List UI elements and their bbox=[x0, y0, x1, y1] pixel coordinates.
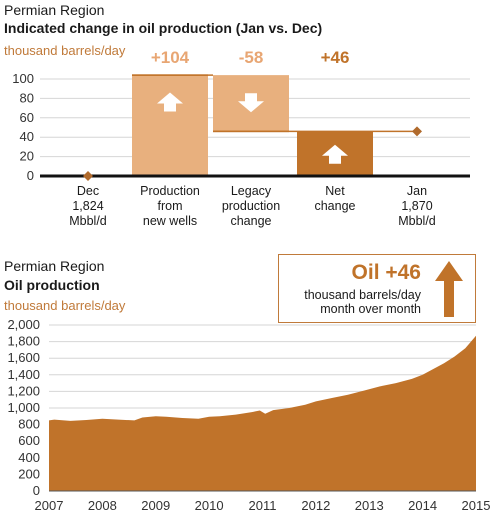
bottom-x-tick-label: 2014 bbox=[408, 498, 437, 513]
bottom-y-tick-label: 1,800 bbox=[7, 334, 40, 349]
bottom-y-tick-label: 1,200 bbox=[7, 383, 40, 398]
callout-line2: month over month bbox=[320, 302, 421, 316]
bottom-chart: Permian Region Oil production thousand b… bbox=[4, 258, 490, 513]
top-y-tick-label: 20 bbox=[20, 149, 34, 164]
bottom-x-tick-label: 2010 bbox=[195, 498, 224, 513]
arrow-down-icon bbox=[238, 93, 264, 113]
bottom-region-label: Permian Region bbox=[4, 258, 104, 274]
bottom-x-tick-label: 2015 bbox=[462, 498, 491, 513]
category-label: Legacy production change bbox=[222, 184, 280, 228]
bottom-x-tick-label: 2013 bbox=[355, 498, 384, 513]
callout-subtext: thousand barrels/day month over month bbox=[304, 288, 421, 316]
bottom-y-tick-label: 1,600 bbox=[7, 350, 40, 365]
bottom-x-tick-label: 2011 bbox=[249, 498, 277, 513]
category-label: Dec 1,824 Mbbl/d bbox=[69, 184, 107, 228]
top-region-label: Permian Region bbox=[4, 2, 104, 18]
bottom-x-tick-label: 2007 bbox=[35, 498, 64, 513]
top-y-tick-label: 100 bbox=[12, 71, 34, 86]
delta-label: +46 bbox=[321, 48, 350, 67]
bottom-y-tick-label: 0 bbox=[33, 483, 40, 498]
bottom-y-tick-label: 600 bbox=[18, 433, 40, 448]
bottom-y-tick-label: 2,000 bbox=[7, 317, 40, 332]
diamond-marker bbox=[83, 171, 93, 181]
top-y-tick-label: 60 bbox=[20, 110, 34, 125]
delta-label: +104 bbox=[151, 48, 190, 67]
category-label: Net change bbox=[314, 184, 355, 213]
top-y-tick-label: 0 bbox=[27, 168, 34, 183]
arrow-up-icon bbox=[435, 261, 463, 317]
top-bars: +104 -58 +46 bbox=[40, 48, 470, 181]
category-label: Jan 1,870 Mbbl/d bbox=[398, 184, 436, 228]
waterfall-bar bbox=[132, 75, 208, 176]
arrow-up-icon bbox=[157, 92, 183, 112]
bottom-x-tick-label: 2012 bbox=[301, 498, 330, 513]
bottom-x-axis: 2007 2008 2009 2010 2011 2012 2013 2014 2015 bbox=[35, 490, 491, 513]
arrow-up-icon bbox=[322, 144, 348, 164]
top-unit-label: thousand barrels/day bbox=[4, 43, 126, 58]
top-chart-title: Indicated change in oil production (Jan … bbox=[4, 20, 322, 36]
category-label: Production from new wells bbox=[140, 184, 200, 228]
bottom-y-tick-label: 400 bbox=[18, 450, 40, 465]
production-area bbox=[49, 335, 476, 491]
top-chart: Permian Region Indicated change in oil p… bbox=[4, 2, 470, 228]
top-y-tick-label: 80 bbox=[20, 90, 34, 105]
bottom-x-tick-label: 2009 bbox=[141, 498, 170, 513]
top-y-tick-label: 40 bbox=[20, 129, 34, 144]
delta-label: -58 bbox=[239, 48, 264, 67]
bottom-unit-label: thousand barrels/day bbox=[4, 298, 126, 313]
bottom-chart-title: Oil production bbox=[4, 277, 100, 293]
bottom-y-tick-label: 800 bbox=[18, 417, 40, 432]
top-x-axis: Dec 1,824 Mbbl/d Production from new wells Leg… bbox=[69, 184, 436, 228]
callout-line1: thousand barrels/day bbox=[304, 288, 421, 302]
callout-headline: Oil +46 bbox=[351, 261, 421, 284]
callout-box: Oil +46 thousand barrels/day month over … bbox=[278, 254, 476, 323]
diamond-marker bbox=[412, 126, 422, 137]
bottom-y-tick-label: 200 bbox=[18, 466, 40, 481]
bottom-y-tick-label: 1,000 bbox=[7, 400, 40, 415]
bottom-x-tick-label: 2008 bbox=[88, 498, 117, 513]
bottom-y-tick-label: 1,400 bbox=[7, 367, 40, 382]
